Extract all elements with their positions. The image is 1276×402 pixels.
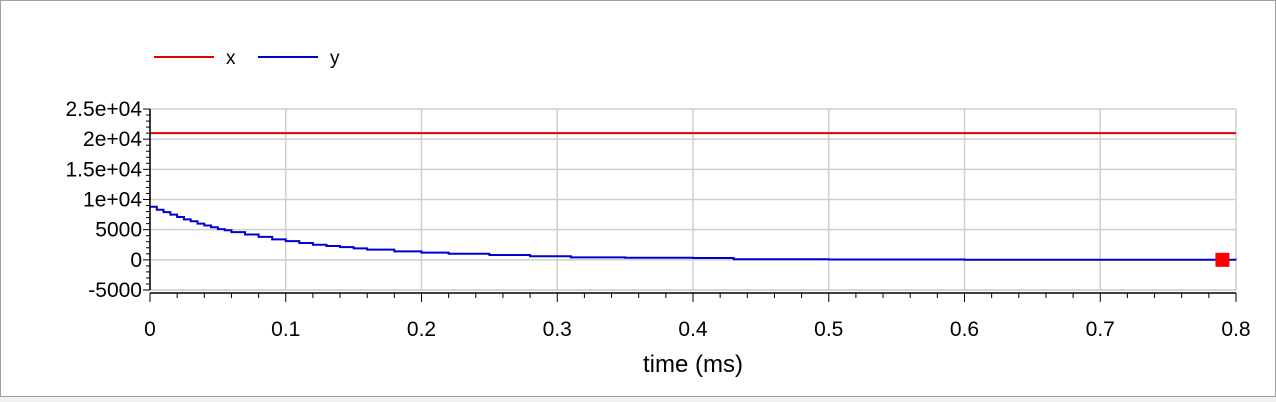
x-tick-label: 0 [144, 318, 156, 341]
x-tick-label: 0.8 [1221, 318, 1250, 341]
series-line-y [150, 205, 1237, 261]
legend-label: x [226, 48, 236, 69]
series-group [150, 132, 1237, 267]
y-tick-label: 1e+04 [83, 189, 142, 212]
y-tick-label: 2.5e+04 [66, 98, 143, 121]
x-tick-label: 0.7 [1086, 318, 1115, 341]
data-cursor-marker[interactable] [1215, 252, 1230, 267]
y-tick-label: 2e+04 [83, 128, 142, 151]
x-tick-label: 0.3 [543, 318, 572, 341]
y-tick-label: -5000 [88, 279, 142, 302]
x-tick-label: 0.5 [814, 318, 843, 341]
x-tick-label: 0.2 [407, 318, 436, 341]
y-tick-label: 5000 [95, 219, 142, 242]
legend-label: y [330, 48, 340, 69]
x-tick-label: 0.6 [950, 318, 979, 341]
x-tick-label: 0.4 [678, 318, 708, 341]
x-axis-title: time (ms) [643, 351, 743, 378]
legend-entry-y[interactable]: y [258, 48, 340, 69]
legend-entry-x[interactable]: x [154, 48, 236, 69]
x-tick-label: 0.1 [271, 318, 300, 341]
y-tick-label: 0 [130, 249, 142, 272]
y-tick-label: 1.5e+04 [66, 158, 143, 181]
